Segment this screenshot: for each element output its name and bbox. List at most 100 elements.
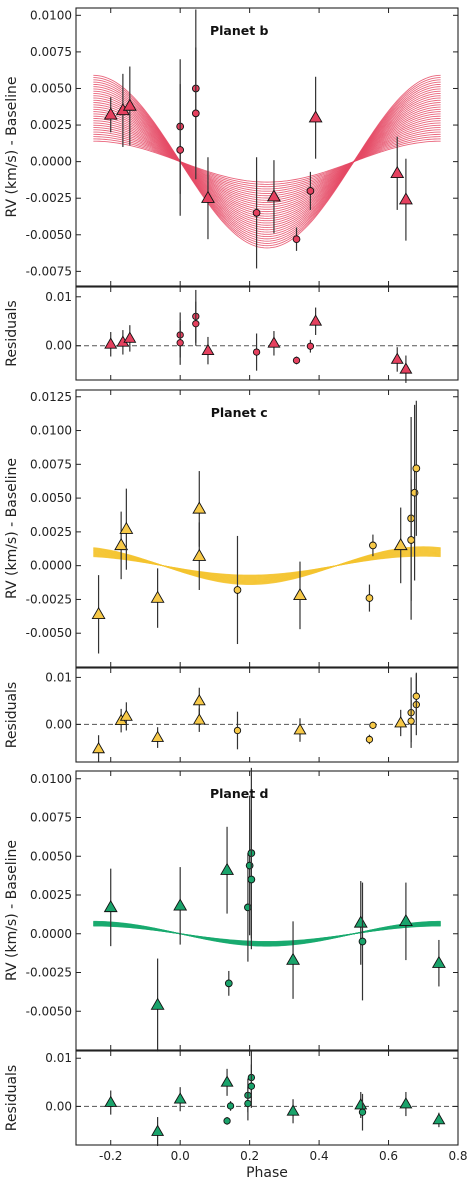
model-fit-curve	[93, 102, 441, 222]
rv-ytick-label: 0.0125	[30, 390, 72, 404]
rv-ytick-label: 0.0000	[30, 927, 72, 941]
residuals-planet-d: -0.2 0.0 0.2 0.4 0.6 0.8 0.00 0.01 Residuals	[4, 1050, 468, 1163]
panel-frame	[75, 7, 459, 287]
model-fit-curve	[93, 127, 441, 197]
rv-point-triangle	[293, 587, 307, 601]
rv-point-circle	[244, 903, 252, 912]
res-point-triangle	[151, 730, 165, 742]
model-fit-curve	[93, 555, 441, 576]
res-point-triangle	[293, 723, 307, 735]
res-ytick-label: 0.01	[45, 290, 72, 304]
planet-c-model-fits	[93, 546, 441, 586]
model-fit-curve	[93, 113, 441, 210]
planet-b-data-points	[103, 9, 413, 269]
rv-point-circle	[233, 586, 242, 594]
res-ytick-label: 0.00	[45, 717, 72, 731]
model-fit-curve	[93, 90, 441, 233]
res-point-circle	[292, 356, 301, 365]
panel-planet-b: -0.0075 -0.0050 -0.0025 0.0000 0.0025 0.0050 0…	[4, 7, 459, 287]
res-point-triangle	[92, 741, 106, 754]
rv-ytick-label: 0.0050	[30, 849, 72, 863]
res-point-triangle	[201, 343, 215, 355]
res-point-circle	[306, 342, 315, 350]
model-fit-curve	[93, 122, 441, 201]
model-fit-curve	[93, 79, 441, 244]
res-point-triangle	[123, 331, 137, 343]
rv-point-circle	[306, 187, 315, 195]
x-tick-label: 0.4	[310, 1149, 329, 1163]
model-fit-curve	[93, 77, 441, 247]
model-fit-curve	[93, 124, 441, 199]
rv-ytick-label: -0.0025	[26, 966, 72, 980]
model-fit-curve	[93, 920, 441, 947]
res-point-triangle	[173, 1092, 187, 1104]
residual-c-points	[92, 672, 420, 763]
res-point-circle	[252, 348, 261, 356]
res-point-circle	[223, 1117, 231, 1125]
res-point-triangle	[354, 1098, 368, 1110]
panel-title: Planet c	[211, 405, 268, 420]
model-fit-curve	[93, 555, 441, 577]
rv-point-circle	[176, 146, 185, 154]
x-axis-label: Phase	[246, 1165, 288, 1181]
rv-ytick-label: 0.0050	[30, 491, 72, 505]
y-axis-label: RV (km/s) - Baseline	[4, 458, 20, 599]
rv-point-circle	[358, 937, 367, 946]
rv-point-circle	[245, 861, 254, 870]
res-point-triangle	[399, 1097, 413, 1109]
panel-frame	[75, 770, 459, 1051]
res-point-circle	[412, 692, 420, 700]
model-fit-curve	[93, 99, 441, 224]
rv-ytick-label: -0.0025	[26, 592, 72, 606]
res-point-triangle	[399, 362, 413, 374]
residuals-label: Residuals	[4, 300, 20, 366]
res-ytick-label: 0.00	[45, 339, 72, 353]
rv-point-triangle	[91, 606, 106, 619]
res-point-circle	[244, 1099, 252, 1108]
rv-ytick-label: -0.0075	[26, 264, 72, 278]
res-point-triangle	[151, 1124, 165, 1136]
x-tick-label: 0.6	[379, 1149, 398, 1163]
rv-point-triangle	[150, 997, 165, 1010]
res-ytick-label: 0.01	[45, 1051, 72, 1065]
model-fit-curve	[93, 138, 441, 185]
model-fit-curve	[93, 133, 441, 190]
planet-c-data-points	[91, 400, 421, 654]
res-point-triangle	[394, 716, 408, 728]
model-fit-curve	[93, 117, 441, 206]
rv-ytick-label: -0.0050	[26, 228, 72, 242]
planet-d-model-fits	[93, 920, 441, 947]
rv-point-circle	[292, 235, 301, 244]
model-fit-curve	[93, 140, 441, 183]
x-tick-label: -0.2	[99, 1149, 122, 1163]
rv-ytick-label: -0.0050	[26, 626, 72, 640]
rv-ytick-label: 0.0075	[30, 45, 72, 59]
rv-point-triangle	[220, 862, 235, 875]
rv-point-circle	[410, 488, 419, 497]
panel-planet-d: -0.0050 -0.0025 0.0000 0.0025 0.0050 0.0075 0.…	[4, 767, 459, 1052]
res-point-triangle	[267, 336, 281, 348]
res-point-circle	[192, 320, 200, 328]
rv-point-triangle	[266, 189, 281, 202]
rv-point-triangle	[398, 192, 413, 205]
rv-point-circle	[369, 541, 377, 550]
model-fit-curve	[93, 115, 441, 208]
x-tick-label: 0.2	[240, 1149, 259, 1163]
rv-point-triangle	[390, 165, 405, 179]
rv-ytick-label: 0.0100	[30, 424, 72, 438]
model-fit-curve	[93, 129, 441, 194]
model-fit-curve	[93, 86, 441, 238]
rv-point-triangle	[122, 98, 137, 111]
rv-ytick-label: 0.0050	[30, 81, 72, 95]
residual-frame	[75, 1050, 459, 1146]
panel-title: Planet b	[210, 23, 269, 38]
res-point-circle	[233, 726, 242, 735]
res-point-circle	[226, 1102, 235, 1110]
rv-point-triangle	[398, 913, 413, 927]
model-fit-curve	[93, 131, 441, 192]
res-ytick-label: 0.00	[45, 1099, 72, 1113]
res-point-triangle	[286, 1104, 300, 1116]
rv-ytick-label: 0.0075	[30, 811, 72, 825]
rv-ytick-label: -0.0050	[26, 1004, 72, 1018]
rv-point-triangle	[286, 952, 300, 965]
